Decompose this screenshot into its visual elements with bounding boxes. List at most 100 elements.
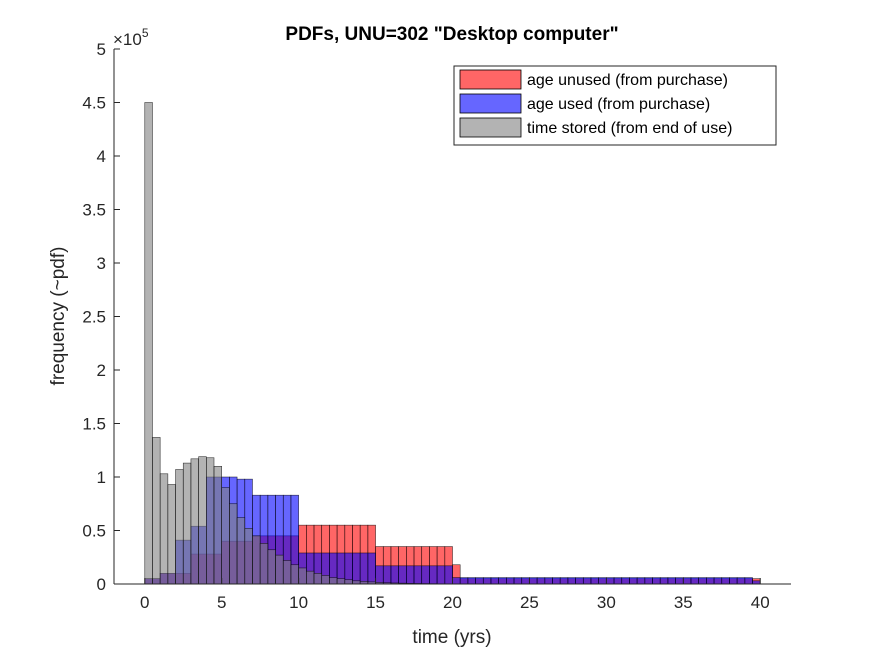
bar [398, 565, 407, 585]
legend-swatch [459, 93, 522, 114]
bar [675, 577, 684, 585]
bar [490, 577, 499, 585]
bar [182, 462, 192, 585]
bar [429, 565, 438, 585]
y-tick-label: 0 [97, 575, 106, 594]
y-exponent-label: ×105 [113, 26, 149, 49]
bar [406, 565, 415, 585]
legend-items: age unused (from purchase) age used (from… [459, 69, 732, 138]
bar [690, 577, 699, 585]
x-tick-label: 30 [597, 593, 616, 612]
bar [729, 577, 738, 585]
bar [390, 565, 399, 585]
bar [521, 577, 530, 585]
bar [613, 577, 623, 585]
bar [744, 577, 753, 585]
bar [344, 552, 353, 585]
y-exponent-base: ×10 [113, 30, 142, 49]
bar [444, 565, 453, 585]
bar [259, 543, 269, 585]
bar [598, 577, 607, 585]
y-tick-label: 4.5 [82, 94, 106, 113]
bar [290, 564, 299, 585]
bar [544, 577, 553, 585]
bar [506, 577, 515, 585]
bar [659, 577, 669, 585]
bar [552, 577, 561, 585]
bar [498, 577, 507, 585]
bar [282, 560, 292, 585]
legend: age unused (from purchase) age used (from… [453, 65, 777, 146]
bar [213, 465, 222, 585]
bar [244, 528, 253, 585]
legend-swatch [459, 69, 522, 90]
y-tick-label: 1.5 [82, 415, 106, 434]
y-axis-label: frequency (~pdf) [48, 247, 69, 386]
bar [267, 549, 276, 585]
bar [329, 577, 338, 585]
bar [359, 552, 369, 585]
legend-item: age unused (from purchase) [459, 69, 728, 90]
bar [606, 577, 615, 585]
bar [198, 456, 207, 585]
bar [382, 565, 392, 585]
bar [252, 535, 261, 585]
legend-label: age unused (from purchase) [527, 72, 728, 89]
bar [421, 565, 430, 585]
series-3-bars [144, 102, 453, 585]
bar [629, 577, 638, 585]
bar [475, 577, 484, 585]
bar [482, 577, 492, 585]
bar [721, 577, 730, 585]
bar [298, 567, 307, 585]
bar [652, 577, 661, 585]
bar [621, 577, 630, 585]
bar [313, 572, 323, 585]
bar [336, 578, 346, 585]
legend-label: age used (from purchase) [527, 96, 710, 113]
x-tick-label: 35 [674, 593, 693, 612]
bar [206, 457, 215, 585]
bar [236, 517, 246, 585]
bar [667, 577, 676, 585]
bar [229, 503, 238, 585]
ticks-layer: 0 5 10 15 20 25 30 35 40 0 0.5 1 1.5 2 2.5 3 3.5 4 4.5 5 [82, 40, 769, 612]
bars-layer [144, 102, 761, 585]
bar [513, 577, 523, 585]
y-tick-label: 1 [97, 468, 106, 487]
bar [582, 577, 592, 585]
legend-item: time stored (from end of use) [459, 117, 732, 138]
legend-swatch [459, 117, 522, 138]
x-tick-label: 0 [140, 593, 149, 612]
chart-title: PDFs, UNU=302 "Desktop computer" [285, 24, 618, 45]
x-tick-label: 5 [217, 593, 226, 612]
x-tick-label: 40 [751, 593, 770, 612]
bar [467, 577, 476, 585]
bar [367, 552, 376, 585]
bar [536, 577, 546, 585]
bar [559, 577, 569, 585]
bar [175, 469, 184, 585]
bar [352, 552, 361, 585]
y-tick-label: 2 [97, 361, 106, 380]
bar [713, 577, 723, 585]
bar [306, 570, 315, 585]
y-tick-label: 5 [97, 40, 106, 59]
bar [636, 577, 646, 585]
bar [575, 577, 584, 585]
bar [321, 575, 330, 585]
bar [190, 458, 199, 585]
x-tick-label: 20 [443, 593, 462, 612]
bar [459, 577, 469, 585]
bar [375, 565, 384, 585]
bar [567, 577, 576, 585]
x-tick-label: 25 [520, 593, 539, 612]
legend-label: time stored (from end of use) [527, 120, 732, 137]
x-axis-label: time (yrs) [412, 627, 491, 648]
y-tick-label: 3 [97, 254, 106, 273]
bar [706, 577, 715, 585]
bar [644, 577, 653, 585]
legend-item: age used (from purchase) [459, 93, 710, 114]
bar [436, 565, 446, 585]
